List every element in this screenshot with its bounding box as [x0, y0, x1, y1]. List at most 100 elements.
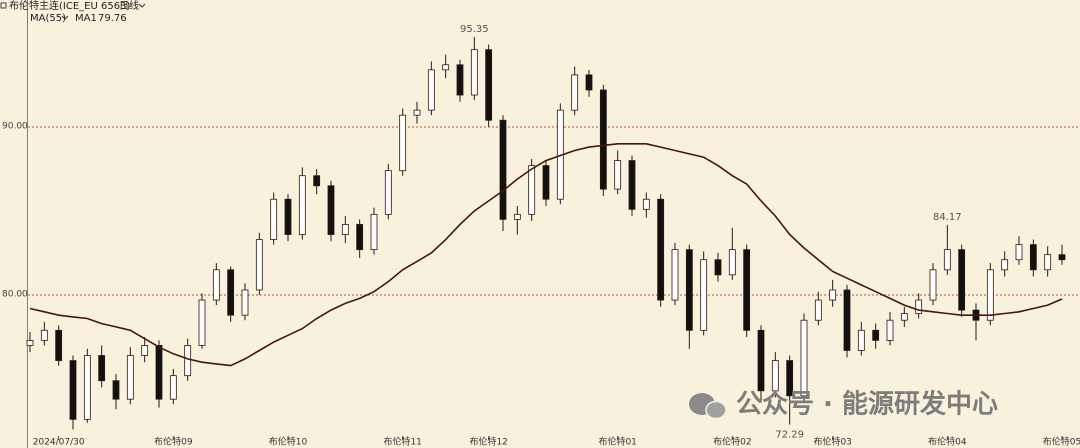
candle-body: [227, 269, 235, 316]
candle-body: [929, 269, 937, 301]
x-tick-label: 布伦特05: [1043, 436, 1080, 448]
candle-body: [1044, 254, 1052, 271]
candle-body: [599, 89, 607, 190]
watermark-text: 公众号 · 能源研发中心: [736, 389, 998, 420]
annotation: 72.29: [775, 430, 804, 441]
candle-body: [413, 109, 421, 116]
candle-body: [872, 329, 880, 341]
header-icon: [0, 2, 7, 9]
dropdown-arrow[interactable]: [138, 3, 146, 8]
candle-body: [843, 289, 851, 351]
candle-body: [786, 360, 794, 397]
candle-body: [542, 165, 550, 200]
candle-body: [1001, 259, 1009, 271]
x-tick-label: 2024/07/30: [33, 438, 85, 448]
candle-body: [513, 213, 521, 220]
candle-body: [485, 49, 493, 121]
candle-body: [814, 299, 822, 321]
ma-name: MA1: [75, 13, 97, 24]
candle-body: [571, 74, 579, 111]
candle-body: [284, 198, 292, 235]
candle-body: [384, 170, 392, 215]
candle-body: [1058, 254, 1066, 261]
candle-body: [657, 198, 665, 301]
candle-body: [900, 313, 908, 321]
candle-body: [714, 259, 722, 276]
candle-body: [1015, 244, 1023, 261]
chart-title[interactable]: 布伦特主连(ICE_EU 6563): [9, 0, 130, 12]
candle-body: [499, 119, 507, 220]
watermark: 公众号 · 能源研发中心: [689, 389, 998, 420]
candle-body: [126, 355, 134, 400]
y-tick-label: 90.00: [2, 121, 28, 131]
candle-body: [800, 319, 808, 397]
candle-body: [270, 198, 278, 240]
candle-body: [829, 289, 837, 301]
candle-body: [255, 239, 263, 291]
candle-body: [399, 114, 407, 172]
candle-body: [112, 380, 120, 400]
candle-body: [986, 269, 994, 321]
candle-body: [40, 329, 48, 341]
candle-body: [943, 249, 951, 271]
candle-body: [671, 249, 679, 301]
candle-body: [83, 355, 91, 420]
candle-body: [585, 74, 593, 91]
ma-line: [29, 143, 1063, 367]
y-tick-label: 80.00: [2, 290, 28, 300]
annotation: 84.17: [933, 212, 962, 223]
x-tick-label: 布伦特02: [713, 436, 751, 448]
candle-body: [642, 198, 650, 210]
candle-body: [26, 339, 34, 346]
indicator-name[interactable]: MA(55): [30, 13, 66, 24]
wechat-icon: [705, 400, 727, 420]
candle-body: [427, 69, 435, 111]
candle-body: [614, 160, 622, 190]
x-tick-label: 布伦特10: [269, 436, 308, 448]
candle-body: [470, 49, 478, 96]
header: 布伦特主连(ICE_EU 6563) 日线 MA(55) MA1 79.76: [0, 0, 146, 24]
candle-body: [241, 289, 249, 316]
candle-body: [69, 360, 77, 420]
candle-body: [212, 269, 220, 301]
candle-body: [198, 299, 206, 346]
x-tick-label: 布伦特12: [469, 436, 507, 448]
candle-body: [528, 165, 536, 215]
candle-body: [370, 213, 378, 251]
candle-body: [141, 345, 149, 356]
ma-value: 79.76: [98, 13, 127, 24]
candle-body: [685, 249, 693, 331]
candle-body: [757, 329, 765, 392]
candle-body: [169, 375, 177, 400]
dropdown-arrow[interactable]: [61, 15, 69, 20]
candle-body: [915, 299, 923, 314]
candle-body: [1029, 244, 1037, 271]
candle-body: [356, 224, 364, 251]
candle-body: [771, 360, 779, 392]
annotation: 95.35: [460, 24, 489, 35]
candle-body: [728, 249, 736, 276]
x-tick-label: 布伦特11: [383, 436, 421, 448]
candle-body: [456, 64, 464, 96]
candle-body: [743, 249, 751, 331]
candle-body: [313, 175, 321, 187]
x-tick-label: 布伦特04: [928, 436, 967, 448]
candle-body: [700, 259, 708, 331]
candle-body: [628, 160, 636, 210]
candle-body: [98, 355, 106, 382]
x-tick-label: 布伦特03: [813, 436, 851, 448]
candle-body: [857, 329, 865, 351]
period[interactable]: 日线: [119, 0, 139, 12]
candle-body: [958, 249, 966, 311]
candle-body: [341, 224, 349, 235]
candle-body: [55, 329, 63, 361]
candle-body: [298, 175, 306, 235]
candle-body: [327, 185, 335, 235]
x-tick-label: 布伦特01: [598, 436, 636, 448]
candle-body: [442, 64, 450, 71]
candle-body: [184, 345, 192, 377]
x-tick-label: 布伦特09: [154, 436, 193, 448]
